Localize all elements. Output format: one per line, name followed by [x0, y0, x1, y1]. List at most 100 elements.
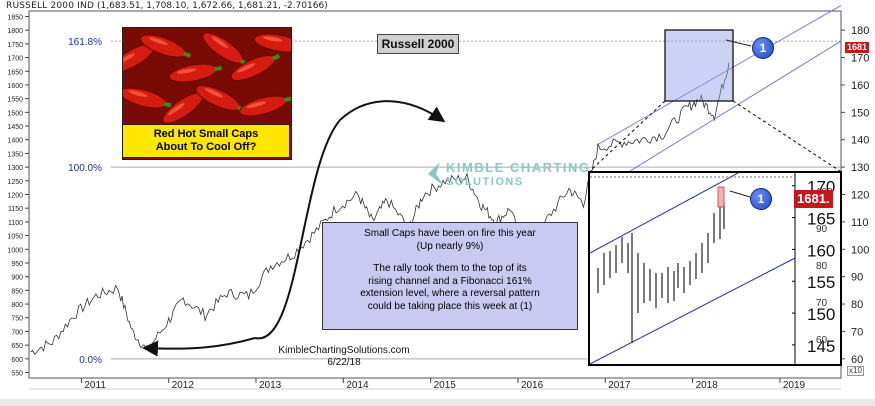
inset-alt-tick-label: 90 — [816, 224, 828, 235]
inset-tick-label: 145 — [807, 337, 835, 356]
left-tick-label: 1000 — [7, 247, 23, 254]
left-tick-label: 550 — [11, 371, 23, 378]
right-tick-label: 90 — [851, 272, 863, 284]
connector-line — [732, 100, 841, 172]
commentary-line: Small Caps have been on fire this year — [364, 228, 536, 239]
marker-1-main: 1 — [752, 37, 774, 59]
channel-lower-line — [605, 40, 842, 187]
pepper-shine — [246, 101, 267, 108]
inset-alt-tick-label: 80 — [816, 261, 828, 272]
pepper-shine — [176, 68, 197, 74]
pepper-shine — [211, 36, 229, 49]
right-tick-label: 140 — [851, 135, 869, 147]
pepper-shine — [262, 36, 283, 42]
fib-level-label: 100.0% — [68, 163, 102, 174]
curved-arrow-left — [142, 337, 256, 357]
pepper — [239, 95, 291, 117]
left-tick-label: 1450 — [7, 124, 23, 131]
pepper-shine — [237, 63, 256, 73]
last-price-tag: 1681 — [845, 42, 870, 53]
left-tick-label: 1850 — [7, 14, 23, 21]
fib-level-label: 0.0% — [79, 355, 102, 366]
left-tick-label: 1800 — [7, 28, 23, 35]
pepper-shine — [204, 88, 223, 98]
left-tick-label: 950 — [11, 261, 23, 268]
right-tick-label: 80 — [851, 299, 863, 311]
left-tick-label: 650 — [11, 343, 23, 350]
left-tick-label: 750 — [11, 316, 23, 323]
marker-arrow — [725, 39, 752, 47]
commentary-line: rising channel and a Fibonacci 161% — [368, 275, 532, 287]
pepper-stem — [182, 51, 191, 58]
inset-channel-upper — [590, 173, 739, 254]
credit-site: KimbleChartingSolutions.com — [278, 345, 410, 356]
left-tick-label: 1300 — [7, 165, 23, 172]
commentary-line: The rally took them to the top of its — [373, 263, 527, 274]
inset-reversal-candle — [717, 186, 725, 208]
left-tick-label: 850 — [11, 288, 23, 295]
commentary-box: Small Caps have been on fire this year (… — [322, 222, 578, 330]
logo-mark — [428, 162, 444, 186]
left-tick-label: 900 — [11, 275, 23, 282]
left-tick-label: 1550 — [7, 97, 23, 104]
connector-line — [589, 100, 666, 172]
x-tick-label: 2017 — [608, 380, 631, 391]
inset-tick-label: 165 — [807, 210, 835, 229]
logo-line-1: KIMBLE CHARTING — [446, 160, 591, 175]
inset-marker-arrow — [729, 190, 751, 198]
inset-chart: 14515015516016517060708090100 — [590, 173, 835, 364]
left-tick-label: 1500 — [7, 110, 23, 117]
inset-alt-tick-label: 60 — [816, 335, 828, 346]
right-tick-label: 110 — [851, 217, 869, 229]
right-tick-label: 150 — [851, 107, 869, 119]
left-tick-label: 1400 — [7, 138, 23, 145]
left-tick-label: 700 — [11, 329, 23, 336]
x-tick-label: 2015 — [434, 380, 457, 391]
x-tick-label: 2012 — [172, 380, 195, 391]
inset-tick-label: 155 — [807, 273, 835, 292]
left-tick-label: 1250 — [7, 179, 23, 186]
kimble-logo: KIMBLE CHARTING SOLUTIONS — [426, 158, 589, 192]
fib-level-label: 161.8% — [68, 37, 102, 48]
inset-alt-tick-label: 70 — [816, 298, 828, 309]
pepper-shine — [128, 90, 148, 97]
commentary-line: extension level, where a reversal patter… — [360, 288, 540, 299]
pepper-shine — [148, 37, 168, 46]
right-tick-label: 60 — [851, 354, 863, 366]
highlight-box — [664, 29, 734, 102]
x-tick-label: 2014 — [346, 380, 369, 391]
left-tick-label: 1600 — [7, 83, 23, 90]
right-tick-label: 160 — [851, 80, 869, 92]
pepper-stem — [283, 96, 291, 103]
left-tick-label: 1150 — [8, 206, 23, 213]
source-credit: KimbleChartingSolutions.com 6/22/18 — [274, 345, 414, 369]
x-tick-label: 2018 — [696, 380, 719, 391]
left-tick-label: 1050 — [7, 234, 23, 241]
inset-price-tag: 1681. — [794, 190, 833, 208]
caption-line-2: About To Cool Off? — [155, 141, 257, 153]
scale-multiplier: x10 — [847, 366, 864, 376]
chart-title-box: Russell 2000 — [377, 34, 459, 54]
pepper-stem — [214, 65, 222, 72]
left-tick-label: 1200 — [7, 193, 23, 200]
inset-tick-label: 150 — [807, 305, 835, 324]
pepper — [123, 87, 172, 109]
pepper — [202, 32, 248, 67]
caption-line-1: Red Hot Small Caps — [153, 128, 259, 140]
left-tick-label: 1750 — [7, 42, 23, 49]
pepper-shine — [123, 53, 136, 64]
inset-channel-lower — [590, 257, 796, 364]
left-tick-label: 1350 — [7, 151, 23, 158]
logo-line-2: SOLUTIONS — [446, 176, 524, 188]
right-tick-label: 120 — [851, 190, 869, 202]
pepper — [168, 63, 222, 83]
commentary-line: could be taking place this week at (1) — [367, 300, 533, 312]
right-tick-label: 180 — [851, 25, 869, 37]
left-tick-label: 800 — [11, 302, 23, 309]
pepper-shine — [168, 103, 185, 115]
pepper — [230, 53, 281, 81]
curved-arrow-up — [254, 100, 446, 340]
pepper-stem — [272, 53, 281, 61]
